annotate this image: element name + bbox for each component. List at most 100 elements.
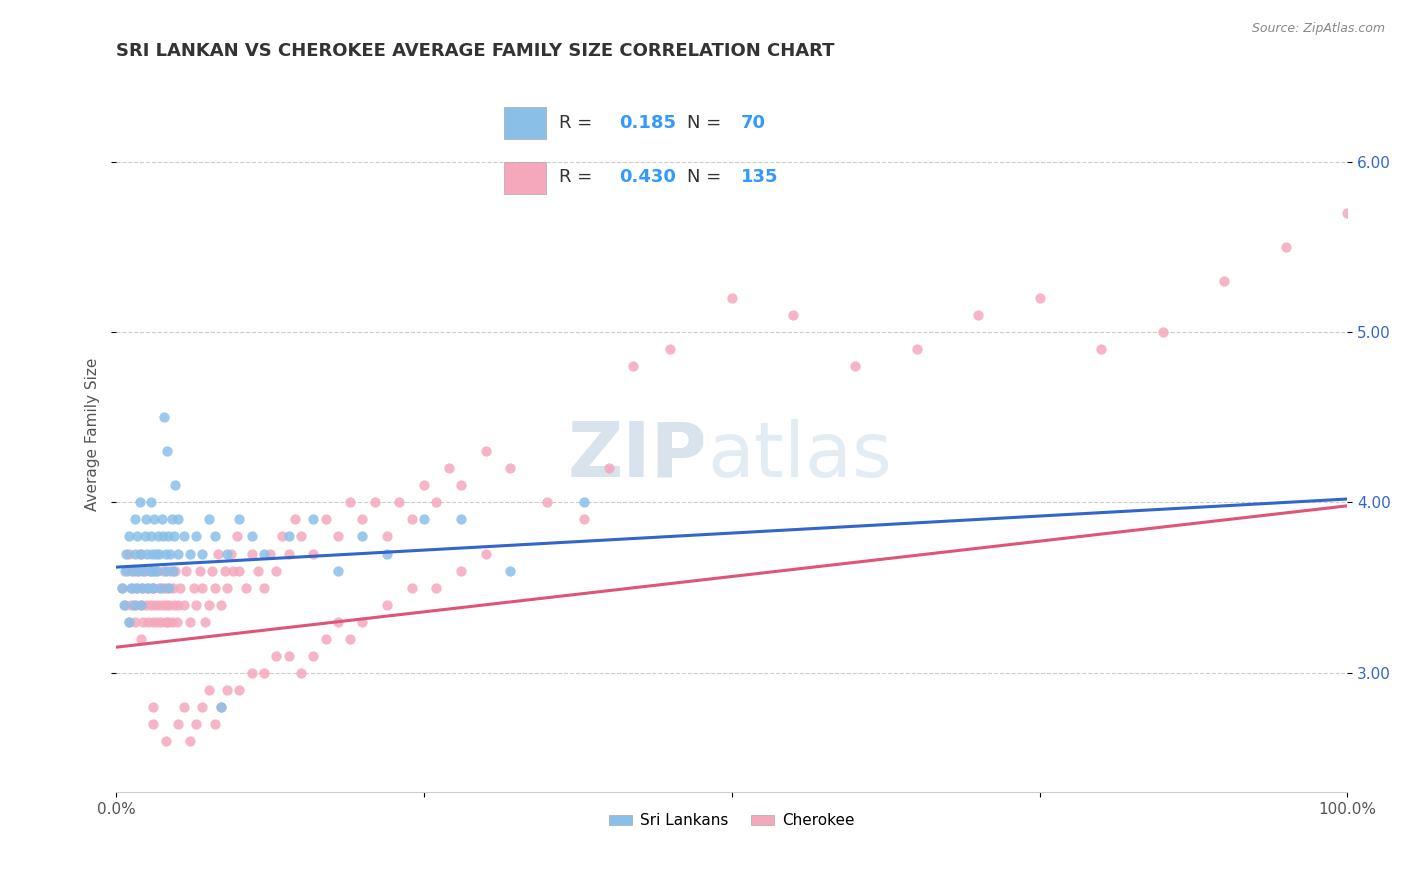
Point — [536, 495, 558, 509]
Point — [149, 581, 172, 595]
Point — [146, 529, 169, 543]
Point — [621, 359, 644, 373]
Point — [240, 529, 263, 543]
Point — [117, 547, 139, 561]
Point — [284, 512, 307, 526]
Y-axis label: Average Family Size: Average Family Size — [86, 358, 100, 511]
Point — [173, 699, 195, 714]
Point — [129, 598, 152, 612]
Point — [253, 665, 276, 680]
Point — [125, 581, 148, 595]
Point — [136, 581, 159, 595]
Point — [253, 581, 276, 595]
Point — [150, 598, 173, 612]
Point — [315, 632, 337, 646]
Point — [204, 716, 226, 731]
Point — [156, 581, 179, 595]
Point — [128, 547, 150, 561]
Point — [271, 529, 294, 543]
Point — [375, 598, 398, 612]
Point — [166, 512, 188, 526]
Point — [450, 512, 472, 526]
Point — [302, 547, 325, 561]
Point — [240, 547, 263, 561]
Point — [127, 529, 149, 543]
Point — [166, 615, 188, 629]
Point — [155, 598, 177, 612]
Point — [155, 615, 177, 629]
Point — [1090, 342, 1112, 356]
Point — [266, 648, 288, 663]
Point — [302, 512, 325, 526]
Point — [191, 699, 214, 714]
Point — [165, 564, 187, 578]
Point — [121, 564, 143, 578]
Point — [240, 665, 263, 680]
Point — [122, 564, 145, 578]
Point — [967, 308, 990, 322]
Point — [1275, 240, 1298, 254]
Point — [124, 615, 146, 629]
Point — [141, 581, 163, 595]
Point — [136, 547, 159, 561]
Point — [166, 547, 188, 561]
Point — [572, 512, 595, 526]
Point — [217, 581, 239, 595]
Point — [339, 495, 361, 509]
Point — [173, 529, 195, 543]
Point — [153, 410, 176, 425]
Text: atlas: atlas — [707, 418, 891, 492]
Legend: Sri Lankans, Cherokee: Sri Lankans, Cherokee — [603, 807, 860, 834]
Point — [135, 598, 157, 612]
Point — [217, 682, 239, 697]
Point — [253, 547, 276, 561]
Point — [146, 615, 169, 629]
Point — [413, 512, 436, 526]
Point — [176, 564, 198, 578]
Text: ZIP: ZIP — [568, 418, 707, 492]
Point — [326, 615, 349, 629]
Point — [1213, 274, 1236, 288]
Point — [166, 598, 188, 612]
Point — [375, 529, 398, 543]
Point — [165, 478, 187, 492]
Point — [302, 648, 325, 663]
Point — [153, 581, 176, 595]
Point — [425, 581, 447, 595]
Point — [166, 716, 188, 731]
Point — [277, 648, 299, 663]
Point — [209, 699, 232, 714]
Point — [207, 547, 229, 561]
Point — [136, 615, 159, 629]
Point — [141, 547, 163, 561]
Point — [401, 581, 423, 595]
Point — [142, 581, 165, 595]
Point — [1028, 291, 1050, 305]
Point — [117, 615, 139, 629]
Point — [134, 529, 156, 543]
Point — [160, 615, 183, 629]
Point — [326, 564, 349, 578]
Point — [277, 547, 299, 561]
Point — [114, 564, 136, 578]
Point — [204, 529, 226, 543]
Point — [125, 598, 148, 612]
Point — [209, 598, 232, 612]
Point — [219, 547, 242, 561]
Point — [124, 547, 146, 561]
Point — [339, 632, 361, 646]
Point — [598, 461, 620, 475]
Point — [474, 444, 496, 458]
Point — [499, 461, 522, 475]
Point — [277, 529, 299, 543]
Point — [142, 564, 165, 578]
Point — [235, 581, 257, 595]
Point — [122, 598, 145, 612]
Point — [425, 495, 447, 509]
Point — [111, 581, 134, 595]
Point — [146, 564, 169, 578]
Point — [450, 478, 472, 492]
Point — [145, 564, 167, 578]
Point — [143, 512, 166, 526]
Point — [128, 495, 150, 509]
